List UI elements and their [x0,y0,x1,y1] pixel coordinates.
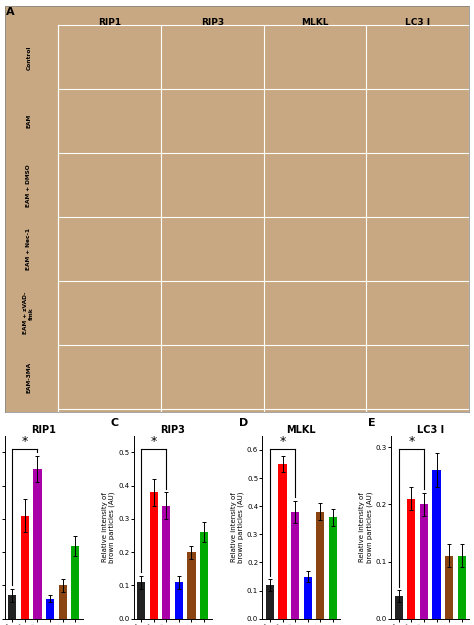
Bar [58,586,67,619]
Bar [58,89,161,153]
Bar [279,464,287,619]
Bar [175,582,183,619]
Bar [150,492,158,619]
Bar [264,281,366,345]
Bar [58,345,161,409]
Title: RIP1: RIP1 [31,425,56,435]
Bar [304,576,312,619]
Text: MLKL: MLKL [301,18,329,27]
Text: EAM + DMSO: EAM + DMSO [26,164,31,207]
Bar [432,470,441,619]
Bar [161,217,264,281]
Text: EAM + Nec-1: EAM + Nec-1 [26,228,31,270]
Text: *: * [151,435,157,447]
Bar [264,153,366,218]
Text: *: * [408,435,414,447]
Bar [161,281,264,345]
Y-axis label: Relative intensity of
brown particles (AU): Relative intensity of brown particles (A… [231,491,244,563]
Bar [8,596,17,619]
Bar [445,556,453,619]
Bar [161,153,264,218]
Text: A: A [6,7,14,17]
Text: EAM + zVAD-
fmk: EAM + zVAD- fmk [23,292,34,334]
Bar [162,506,170,619]
Text: *: * [22,435,28,447]
Text: EAM: EAM [26,114,31,129]
Bar [58,26,161,89]
Bar [21,516,29,619]
Bar [33,469,42,619]
Text: D: D [239,418,248,428]
Bar [366,281,469,345]
Text: LC3 I: LC3 I [405,18,430,27]
Bar [420,504,428,619]
Bar [58,281,161,345]
Text: RIP3: RIP3 [201,18,224,27]
Text: RIP1: RIP1 [98,18,121,27]
Bar [161,26,264,89]
Bar [366,345,469,409]
Bar [58,153,161,218]
Bar [366,153,469,218]
Text: C: C [110,418,118,428]
Bar [264,26,366,89]
Bar [291,512,299,619]
Bar [161,89,264,153]
Bar [266,585,274,619]
Text: EAM-3MA: EAM-3MA [26,361,31,392]
Y-axis label: Relative intensity of
brown particles (AU): Relative intensity of brown particles (A… [102,491,115,563]
Bar [264,217,366,281]
Y-axis label: Relative intensity of
brown particles (AU): Relative intensity of brown particles (A… [359,491,373,563]
Bar [366,26,469,89]
Bar [200,532,208,619]
Bar [457,556,466,619]
Text: Control: Control [26,45,31,69]
Bar [161,345,264,409]
Bar [137,582,145,619]
Bar [264,345,366,409]
Bar [366,217,469,281]
Bar [46,599,54,619]
Bar [316,512,324,619]
Bar [264,89,366,153]
Text: *: * [280,435,286,447]
Title: MLKL: MLKL [287,425,316,435]
Title: LC3 I: LC3 I [417,425,444,435]
Bar [58,217,161,281]
Text: E: E [368,418,375,428]
Title: RIP3: RIP3 [160,425,185,435]
Bar [366,89,469,153]
Bar [395,596,403,619]
Bar [329,518,337,619]
Bar [187,552,195,619]
Bar [407,499,416,619]
Bar [71,546,79,619]
